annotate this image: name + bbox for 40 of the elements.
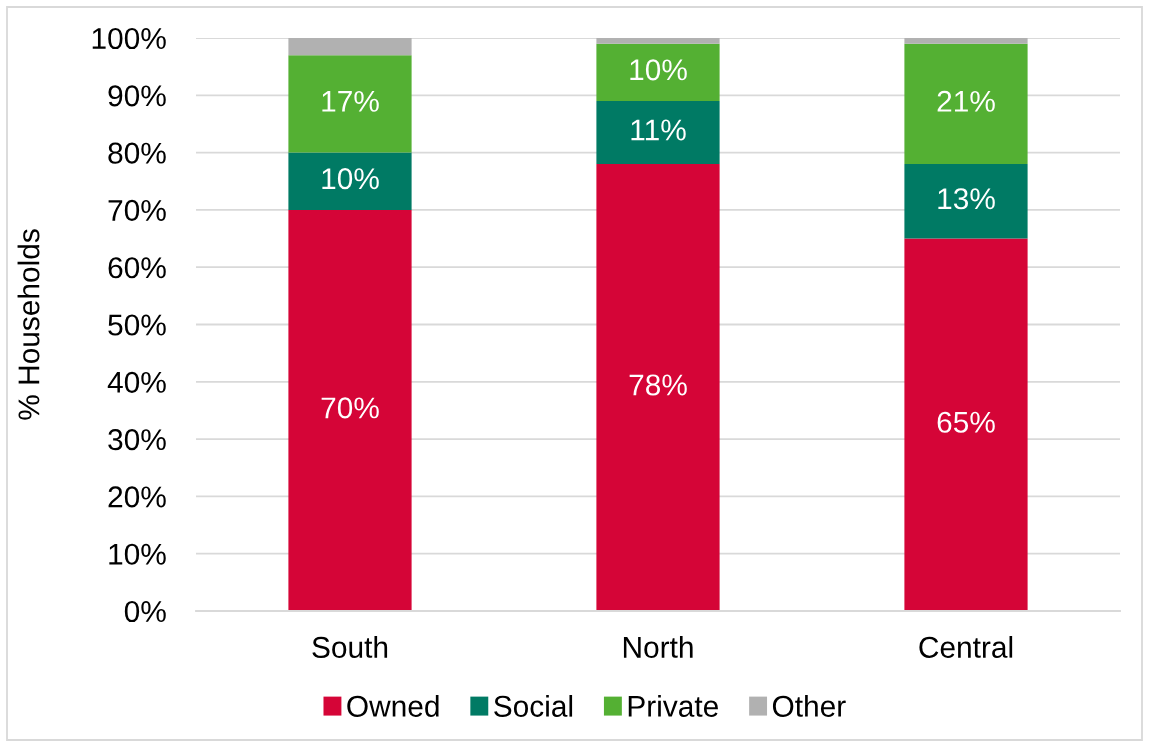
bar [596,38,720,44]
y-tick-label: 100% [92,27,166,50]
data-label: 65% [937,411,995,433]
y-tick-label: 80% [108,142,166,164]
data-label: 11% [631,119,686,141]
y-axis-title: % Households [17,229,40,420]
y-tick-label: 20% [108,486,166,508]
bar [596,101,720,165]
y-tick-label: 60% [108,257,166,279]
bar [904,38,1028,44]
y-tick-label: 40% [107,371,166,393]
legend-label: Social [494,694,573,717]
bar [904,164,1028,239]
legend-label: Private [628,694,718,717]
x-tick-label: South [312,636,388,658]
data-label: 10% [630,59,687,81]
x-tick-label: Central [919,636,1013,658]
bar [596,164,720,611]
bar [904,238,1028,611]
legend-label: Owned [347,694,439,717]
bar [904,43,1028,165]
data-label: 78% [629,374,687,396]
data-label: 70% [321,397,379,419]
y-tick-label: 90% [108,85,166,107]
bar [596,43,720,102]
y-tick-label: 10% [109,543,166,565]
bar [288,209,412,611]
data-label: 10% [322,168,379,190]
y-tick-label: 0% [124,600,166,623]
bar [288,38,412,56]
bar [288,55,412,153]
data-label: 17% [322,90,379,112]
y-tick-label: 50% [108,314,166,336]
legend-label: Other [772,694,846,717]
x-tick-label: North [623,636,693,658]
bar [288,152,412,210]
y-tick-label: 30% [108,429,166,451]
data-label: 21% [937,90,995,112]
data-label: 13% [938,188,995,210]
y-tick-label: 70% [108,199,166,222]
